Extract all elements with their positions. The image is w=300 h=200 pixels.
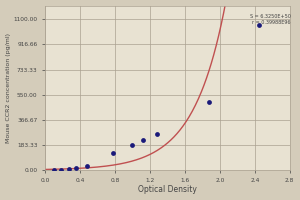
Point bbox=[154, 133, 159, 136]
Point bbox=[207, 100, 212, 103]
Text: S = 6.3250E+50
r = 0.39988E96: S = 6.3250E+50 r = 0.39988E96 bbox=[250, 14, 291, 25]
Point bbox=[130, 143, 135, 147]
Point bbox=[51, 168, 56, 172]
Point bbox=[85, 165, 89, 168]
Point bbox=[111, 151, 116, 154]
Point bbox=[257, 24, 262, 27]
Point bbox=[58, 168, 63, 171]
Point bbox=[73, 167, 78, 170]
X-axis label: Optical Density: Optical Density bbox=[138, 185, 197, 194]
Y-axis label: Mouse CCR2 concentration (pg/ml): Mouse CCR2 concentration (pg/ml) bbox=[6, 33, 10, 143]
Point bbox=[141, 139, 146, 142]
Point bbox=[66, 167, 71, 171]
